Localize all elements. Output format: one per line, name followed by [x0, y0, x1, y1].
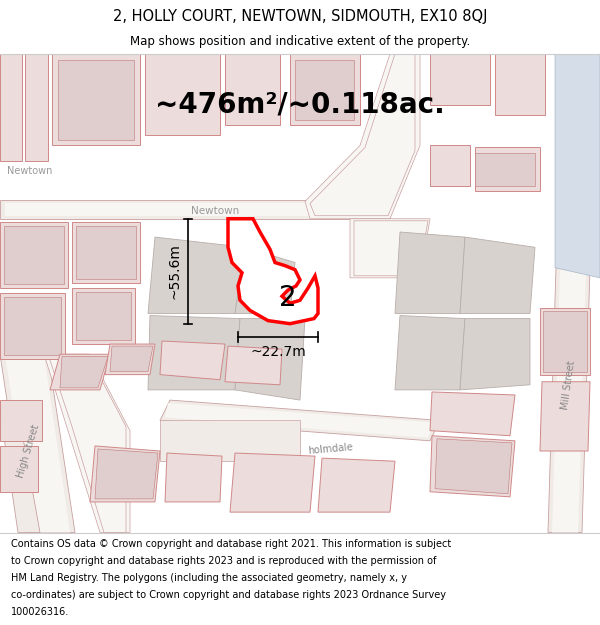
Polygon shape: [555, 54, 600, 278]
Text: Map shows position and indicative extent of the property.: Map shows position and indicative extent…: [130, 36, 470, 48]
Polygon shape: [295, 60, 354, 120]
Polygon shape: [290, 54, 360, 125]
Polygon shape: [310, 54, 415, 216]
Text: Newtown: Newtown: [7, 166, 53, 176]
Polygon shape: [44, 354, 130, 532]
Polygon shape: [540, 382, 590, 451]
Polygon shape: [105, 344, 155, 374]
Text: Contains OS data © Crown copyright and database right 2021. This information is : Contains OS data © Crown copyright and d…: [11, 539, 451, 549]
Polygon shape: [0, 354, 75, 532]
Polygon shape: [160, 421, 300, 461]
Polygon shape: [395, 316, 465, 390]
Text: 100026316.: 100026316.: [11, 608, 69, 618]
Polygon shape: [4, 226, 64, 284]
Polygon shape: [5, 204, 388, 216]
Text: High Street: High Street: [15, 423, 41, 479]
Polygon shape: [475, 152, 535, 186]
Polygon shape: [72, 222, 140, 283]
Polygon shape: [430, 146, 470, 186]
Polygon shape: [395, 232, 465, 314]
Polygon shape: [52, 54, 140, 146]
Polygon shape: [228, 219, 318, 324]
Polygon shape: [0, 201, 390, 219]
Polygon shape: [0, 222, 68, 288]
Polygon shape: [460, 319, 530, 390]
Polygon shape: [235, 248, 295, 314]
Polygon shape: [165, 453, 222, 502]
Polygon shape: [305, 54, 420, 219]
Text: to Crown copyright and database rights 2023 and is reproduced with the permissio: to Crown copyright and database rights 2…: [11, 556, 436, 566]
Polygon shape: [58, 60, 134, 141]
Polygon shape: [5, 354, 70, 532]
Text: holmdale: holmdale: [307, 442, 353, 456]
Polygon shape: [475, 148, 540, 191]
Polygon shape: [0, 446, 38, 492]
Polygon shape: [0, 400, 42, 441]
Polygon shape: [76, 292, 131, 340]
Polygon shape: [543, 311, 587, 371]
Polygon shape: [76, 226, 136, 279]
Polygon shape: [495, 54, 545, 115]
Polygon shape: [548, 268, 590, 532]
Text: co-ordinates) are subject to Crown copyright and database rights 2023 Ordnance S: co-ordinates) are subject to Crown copyr…: [11, 590, 446, 600]
Polygon shape: [318, 458, 395, 512]
Text: 2: 2: [279, 284, 297, 312]
Polygon shape: [0, 410, 40, 532]
Polygon shape: [148, 237, 245, 314]
Text: Mill Street: Mill Street: [560, 359, 577, 410]
Polygon shape: [95, 449, 158, 499]
Text: ~476m²/~0.118ac.: ~476m²/~0.118ac.: [155, 91, 445, 119]
Text: Newtown: Newtown: [191, 206, 239, 216]
Polygon shape: [230, 453, 315, 512]
Polygon shape: [430, 436, 515, 497]
Polygon shape: [72, 288, 135, 344]
Polygon shape: [0, 54, 22, 161]
Polygon shape: [60, 356, 108, 388]
Text: HM Land Registry. The polygons (including the associated geometry, namely x, y: HM Land Registry. The polygons (includin…: [11, 573, 407, 583]
Polygon shape: [552, 270, 586, 532]
Polygon shape: [25, 54, 48, 161]
Polygon shape: [110, 346, 153, 371]
Polygon shape: [50, 354, 110, 390]
Polygon shape: [4, 298, 61, 355]
Polygon shape: [430, 392, 515, 436]
Text: 2, HOLLY COURT, NEWTOWN, SIDMOUTH, EX10 8QJ: 2, HOLLY COURT, NEWTOWN, SIDMOUTH, EX10 …: [113, 9, 487, 24]
Polygon shape: [148, 316, 240, 390]
Text: ~55.6m: ~55.6m: [168, 243, 182, 299]
Polygon shape: [165, 403, 435, 437]
Polygon shape: [90, 446, 160, 502]
Polygon shape: [430, 54, 490, 104]
Text: ~22.7m: ~22.7m: [250, 345, 306, 359]
Polygon shape: [225, 346, 282, 385]
Polygon shape: [160, 400, 440, 441]
Polygon shape: [435, 439, 512, 494]
Polygon shape: [540, 308, 590, 374]
Polygon shape: [354, 221, 428, 276]
Polygon shape: [0, 293, 65, 359]
Polygon shape: [48, 354, 126, 532]
Polygon shape: [460, 237, 535, 314]
Polygon shape: [225, 54, 280, 125]
Polygon shape: [350, 219, 430, 278]
Polygon shape: [160, 341, 225, 380]
Polygon shape: [145, 54, 220, 135]
Polygon shape: [235, 319, 305, 400]
